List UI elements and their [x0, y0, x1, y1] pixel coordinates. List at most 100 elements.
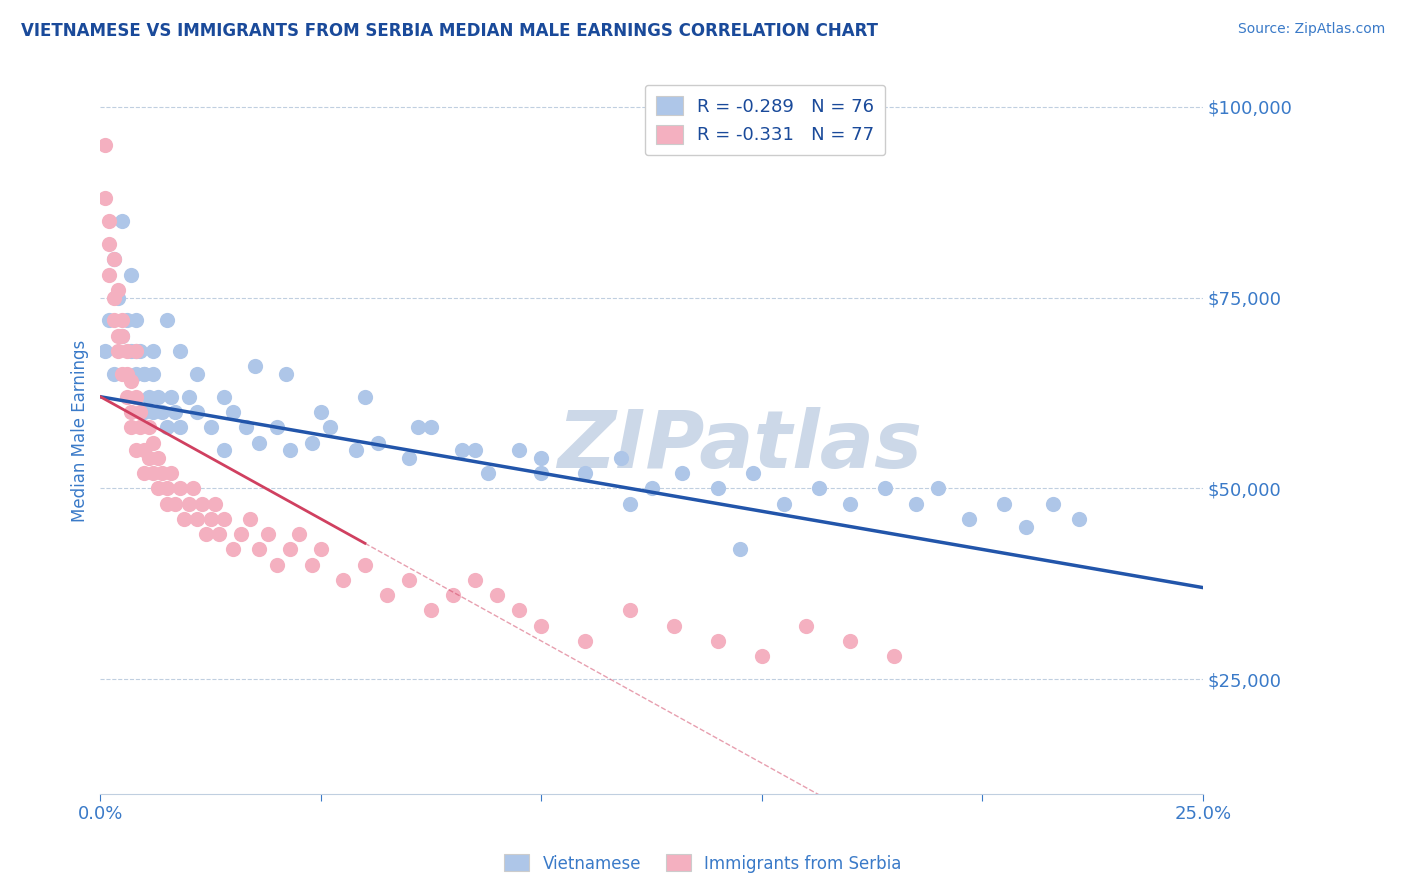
Point — [728, 542, 751, 557]
Point — [243, 359, 266, 374]
Point — [839, 497, 862, 511]
Point — [671, 466, 693, 480]
Point — [204, 497, 226, 511]
Point — [354, 558, 377, 572]
Point — [235, 420, 257, 434]
Point — [957, 512, 980, 526]
Point — [309, 542, 332, 557]
Point — [808, 481, 831, 495]
Point — [477, 466, 499, 480]
Point — [134, 405, 156, 419]
Point — [221, 405, 243, 419]
Point — [247, 542, 270, 557]
Point — [138, 450, 160, 465]
Point — [662, 619, 685, 633]
Point — [142, 435, 165, 450]
Point — [301, 435, 323, 450]
Point — [278, 443, 301, 458]
Point — [266, 558, 288, 572]
Point — [257, 527, 280, 541]
Point — [103, 313, 125, 327]
Point — [103, 252, 125, 267]
Point — [839, 634, 862, 648]
Point — [134, 367, 156, 381]
Point — [706, 481, 728, 495]
Point — [398, 573, 420, 587]
Point — [155, 420, 177, 434]
Point — [367, 435, 389, 450]
Point — [927, 481, 949, 495]
Point — [181, 481, 204, 495]
Point — [160, 466, 183, 480]
Point — [142, 466, 165, 480]
Point — [103, 367, 125, 381]
Point — [98, 268, 121, 282]
Point — [195, 527, 218, 541]
Point — [94, 191, 117, 205]
Point — [124, 343, 146, 358]
Point — [420, 603, 443, 617]
Point — [212, 443, 235, 458]
Point — [134, 367, 156, 381]
Point — [124, 390, 146, 404]
Point — [98, 237, 121, 252]
Point — [138, 390, 160, 404]
Point — [155, 313, 177, 327]
Point — [609, 450, 631, 465]
Point — [169, 420, 191, 434]
Point — [107, 343, 129, 358]
Point — [451, 443, 474, 458]
Y-axis label: Median Male Earnings: Median Male Earnings — [72, 340, 89, 522]
Point — [160, 390, 183, 404]
Point — [120, 375, 142, 389]
Point — [1015, 519, 1038, 533]
Point — [103, 291, 125, 305]
Point — [169, 343, 191, 358]
Point — [231, 527, 253, 541]
Point — [124, 343, 146, 358]
Point — [464, 573, 486, 587]
Point — [173, 512, 195, 526]
Point — [146, 481, 169, 495]
Point — [288, 527, 311, 541]
Point — [120, 343, 142, 358]
Point — [120, 420, 142, 434]
Point — [120, 405, 142, 419]
Point — [274, 367, 297, 381]
Point — [266, 420, 288, 434]
Point — [420, 420, 443, 434]
Point — [398, 450, 420, 465]
Point — [301, 558, 323, 572]
Point — [177, 497, 200, 511]
Point — [186, 405, 208, 419]
Point — [905, 497, 928, 511]
Point — [115, 367, 138, 381]
Point — [146, 450, 169, 465]
Point — [111, 328, 134, 343]
Text: VIETNAMESE VS IMMIGRANTS FROM SERBIA MEDIAN MALE EARNINGS CORRELATION CHART: VIETNAMESE VS IMMIGRANTS FROM SERBIA MED… — [21, 22, 879, 40]
Point — [177, 390, 200, 404]
Point — [375, 588, 398, 602]
Point — [146, 390, 169, 404]
Point — [111, 367, 134, 381]
Point — [751, 649, 773, 664]
Point — [165, 405, 187, 419]
Point — [111, 214, 134, 228]
Point — [94, 137, 117, 152]
Point — [742, 466, 765, 480]
Point — [332, 573, 354, 587]
Point — [247, 435, 270, 450]
Point — [574, 466, 596, 480]
Point — [134, 443, 156, 458]
Point — [875, 481, 897, 495]
Point — [200, 420, 222, 434]
Point — [103, 252, 125, 267]
Point — [486, 588, 509, 602]
Point — [441, 588, 464, 602]
Point — [239, 512, 262, 526]
Point — [138, 420, 160, 434]
Text: Source: ZipAtlas.com: Source: ZipAtlas.com — [1237, 22, 1385, 37]
Point — [309, 405, 332, 419]
Point — [344, 443, 367, 458]
Point — [129, 405, 152, 419]
